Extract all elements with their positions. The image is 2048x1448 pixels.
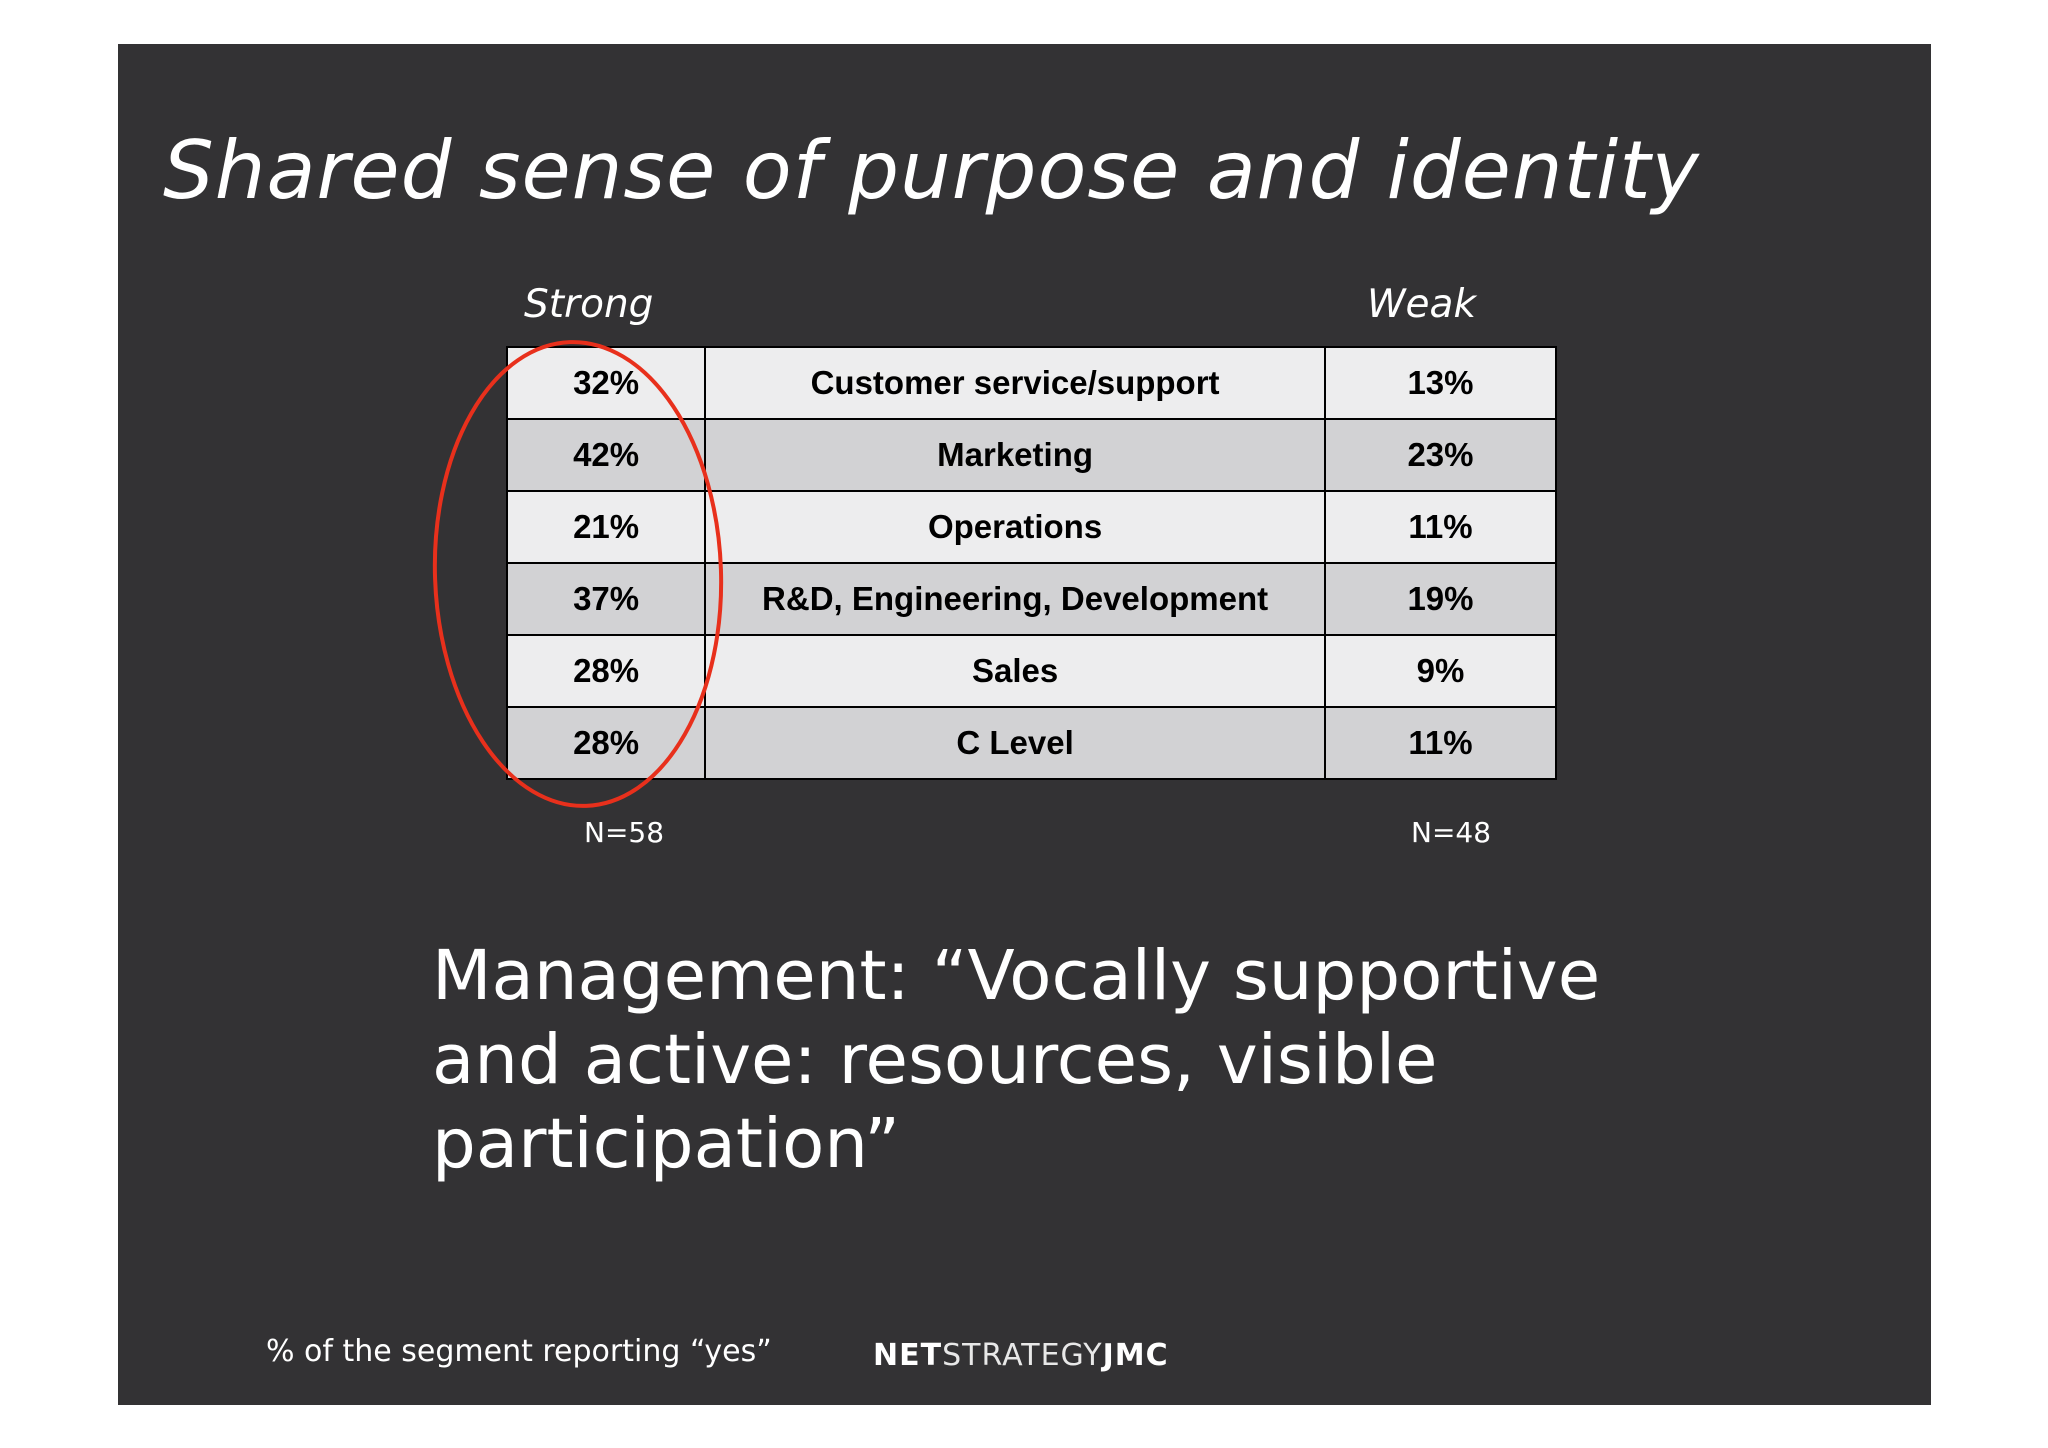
strong-sample-size: N=58 xyxy=(584,816,665,849)
strong-value: 32% xyxy=(505,346,707,420)
weak-value: 19% xyxy=(1323,562,1558,636)
weak-sample-size: N=48 xyxy=(1411,816,1492,849)
weak-value: 9% xyxy=(1323,634,1558,708)
strong-value: 37% xyxy=(505,562,707,636)
weak-value: 23% xyxy=(1323,418,1558,492)
highlight-ellipse xyxy=(432,340,724,808)
segment-table: 32% Customer service/support 13% 42% Mar… xyxy=(505,346,1558,780)
logo-part-net: NET xyxy=(873,1338,943,1373)
weak-column-label: Weak xyxy=(1367,282,1477,327)
logo-part-jmc: JMC xyxy=(1102,1338,1169,1373)
table-row: 28% C Level 11% xyxy=(505,706,1558,780)
segment-name: Sales xyxy=(704,634,1326,708)
segment-name: Operations xyxy=(704,490,1326,564)
segment-name: R&D, Engineering, Development xyxy=(704,562,1326,636)
table-row: 32% Customer service/support 13% xyxy=(505,346,1558,420)
table-row: 21% Operations 11% xyxy=(505,490,1558,564)
weak-value: 11% xyxy=(1323,490,1558,564)
management-quote: Management: “Vocally supportive and acti… xyxy=(432,936,1601,1184)
logo-part-strategy: STRATEGY xyxy=(942,1338,1103,1373)
weak-value: 11% xyxy=(1323,706,1558,780)
strong-value: 42% xyxy=(505,418,707,492)
table-row: 28% Sales 9% xyxy=(505,634,1558,708)
footnote: % of the segment reporting “yes” xyxy=(266,1334,772,1369)
weak-value: 13% xyxy=(1323,346,1558,420)
strong-value: 28% xyxy=(505,706,707,780)
strong-value: 28% xyxy=(505,634,707,708)
strong-value: 21% xyxy=(505,490,707,564)
table-row: 37% R&D, Engineering, Development 19% xyxy=(505,562,1558,636)
netstrategy-logo: NETSTRATEGYJMC xyxy=(873,1338,1169,1373)
strong-column-label: Strong xyxy=(524,282,654,327)
segment-name: Customer service/support xyxy=(704,346,1326,420)
slide: Shared sense of purpose and identity Str… xyxy=(118,44,1931,1405)
slide-title: Shared sense of purpose and identity xyxy=(163,124,1700,217)
segment-name: Marketing xyxy=(704,418,1326,492)
table-row: 42% Marketing 23% xyxy=(505,418,1558,492)
segment-name: C Level xyxy=(704,706,1326,780)
